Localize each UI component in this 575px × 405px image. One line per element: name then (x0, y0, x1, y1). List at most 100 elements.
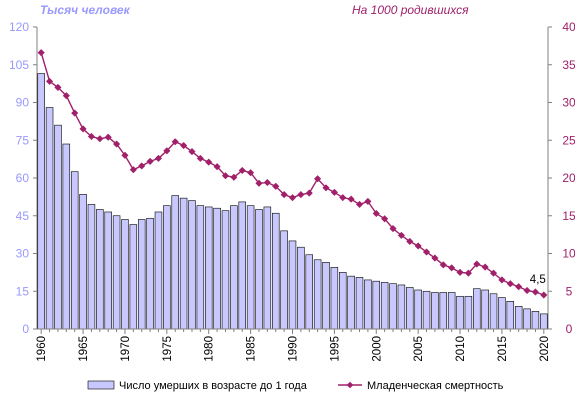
left-axis-tick-label: 90 (16, 96, 30, 110)
bar (246, 205, 255, 330)
bar (347, 275, 355, 330)
bar (414, 289, 422, 330)
line-point (96, 135, 104, 143)
bar (297, 246, 305, 330)
bar (121, 219, 129, 330)
bar (372, 280, 381, 330)
line-point (406, 237, 414, 246)
line-series (37, 49, 548, 299)
line-point (138, 162, 146, 170)
bar (313, 259, 322, 330)
line-point (498, 276, 506, 284)
line-point (54, 83, 62, 92)
line-point (188, 147, 196, 156)
line-point (79, 125, 87, 133)
x-axis-tick-label: 1990 (288, 336, 300, 362)
line-point (515, 283, 523, 291)
x-axis-tick-label: 2020 (539, 336, 551, 362)
legend-bar-swatch (87, 380, 115, 390)
bar (288, 240, 297, 330)
bar (339, 272, 347, 330)
line-point (213, 163, 221, 171)
bar (129, 224, 138, 330)
line-point (45, 77, 54, 86)
x-axis-tick-label: 2005 (413, 336, 425, 362)
line-point (313, 175, 322, 183)
bar (70, 171, 79, 330)
bar (179, 197, 188, 330)
line-point (171, 138, 179, 146)
bar (422, 290, 431, 330)
line-point (230, 173, 238, 181)
line-point (540, 291, 548, 299)
legend: Число умерших в возрасте до 1 года Младен… (87, 380, 504, 392)
line-point (196, 154, 205, 163)
right-axis-tick-label: 40 (562, 20, 575, 34)
line-point (506, 280, 514, 288)
bar (221, 210, 230, 330)
bar (406, 287, 414, 330)
line-point (246, 169, 255, 177)
bar (163, 205, 171, 330)
bar (45, 107, 54, 330)
bar (473, 288, 481, 330)
right-axis-tick-label: 35 (562, 58, 575, 72)
x-axis-tick-label: 1975 (162, 336, 174, 362)
bar (481, 289, 489, 330)
bar (204, 206, 213, 330)
legend-line-marker (346, 381, 354, 389)
bar (498, 297, 506, 330)
line-point (238, 166, 246, 175)
left-axis-tick-label: 45 (16, 209, 30, 223)
line-point (104, 133, 112, 141)
right-axis-tick-label: 5 (566, 284, 573, 298)
line-point (439, 261, 447, 269)
left-axis-tick-label: 30 (16, 247, 30, 261)
x-axis-tick-label: 1965 (78, 336, 90, 362)
bar (255, 209, 263, 330)
x-axis-tick-label: 1970 (120, 336, 132, 362)
bar (389, 283, 397, 330)
bar (330, 267, 339, 330)
x-axis-tick-label: 1960 (36, 336, 48, 362)
x-axis-tick-label: 2000 (371, 336, 383, 362)
line-point (288, 193, 297, 202)
line-point (364, 197, 372, 206)
bar (305, 254, 313, 330)
line-point (339, 193, 347, 202)
line-point (205, 158, 213, 166)
bar (213, 207, 221, 330)
line-point (389, 224, 397, 233)
line-point (297, 190, 305, 199)
bar (355, 277, 364, 330)
bar (464, 295, 473, 330)
right-axis-tick-label: 15 (562, 209, 575, 223)
line-point (489, 269, 498, 277)
bar (280, 230, 288, 330)
line-point (255, 179, 263, 187)
line-point (221, 172, 230, 180)
bar (272, 212, 280, 330)
x-axis-tick-labels: 1960 1965 1970 1975 1980 1985 1990 1995 2000 2005… (36, 336, 551, 362)
left-axis-tick-label: 60 (16, 171, 30, 185)
bar (171, 195, 179, 330)
bar (230, 205, 238, 330)
line-point (380, 215, 389, 223)
line-point (62, 92, 70, 100)
left-axis-tick-label: 15 (16, 284, 30, 298)
line-point (330, 188, 339, 196)
line-point (179, 141, 188, 150)
line-point (87, 132, 96, 141)
line-point (322, 184, 330, 192)
annotations: 4,5 (530, 274, 546, 286)
bar (146, 217, 154, 330)
bar (79, 194, 87, 330)
bar (506, 301, 515, 330)
line-point (481, 263, 489, 271)
line-point (163, 147, 171, 155)
bar (531, 311, 540, 330)
legend-line-label: Младенческая смертность (367, 380, 504, 392)
legend-bar-label: Число умерших в возрасте до 1 года (119, 380, 308, 392)
line-point (464, 269, 473, 277)
